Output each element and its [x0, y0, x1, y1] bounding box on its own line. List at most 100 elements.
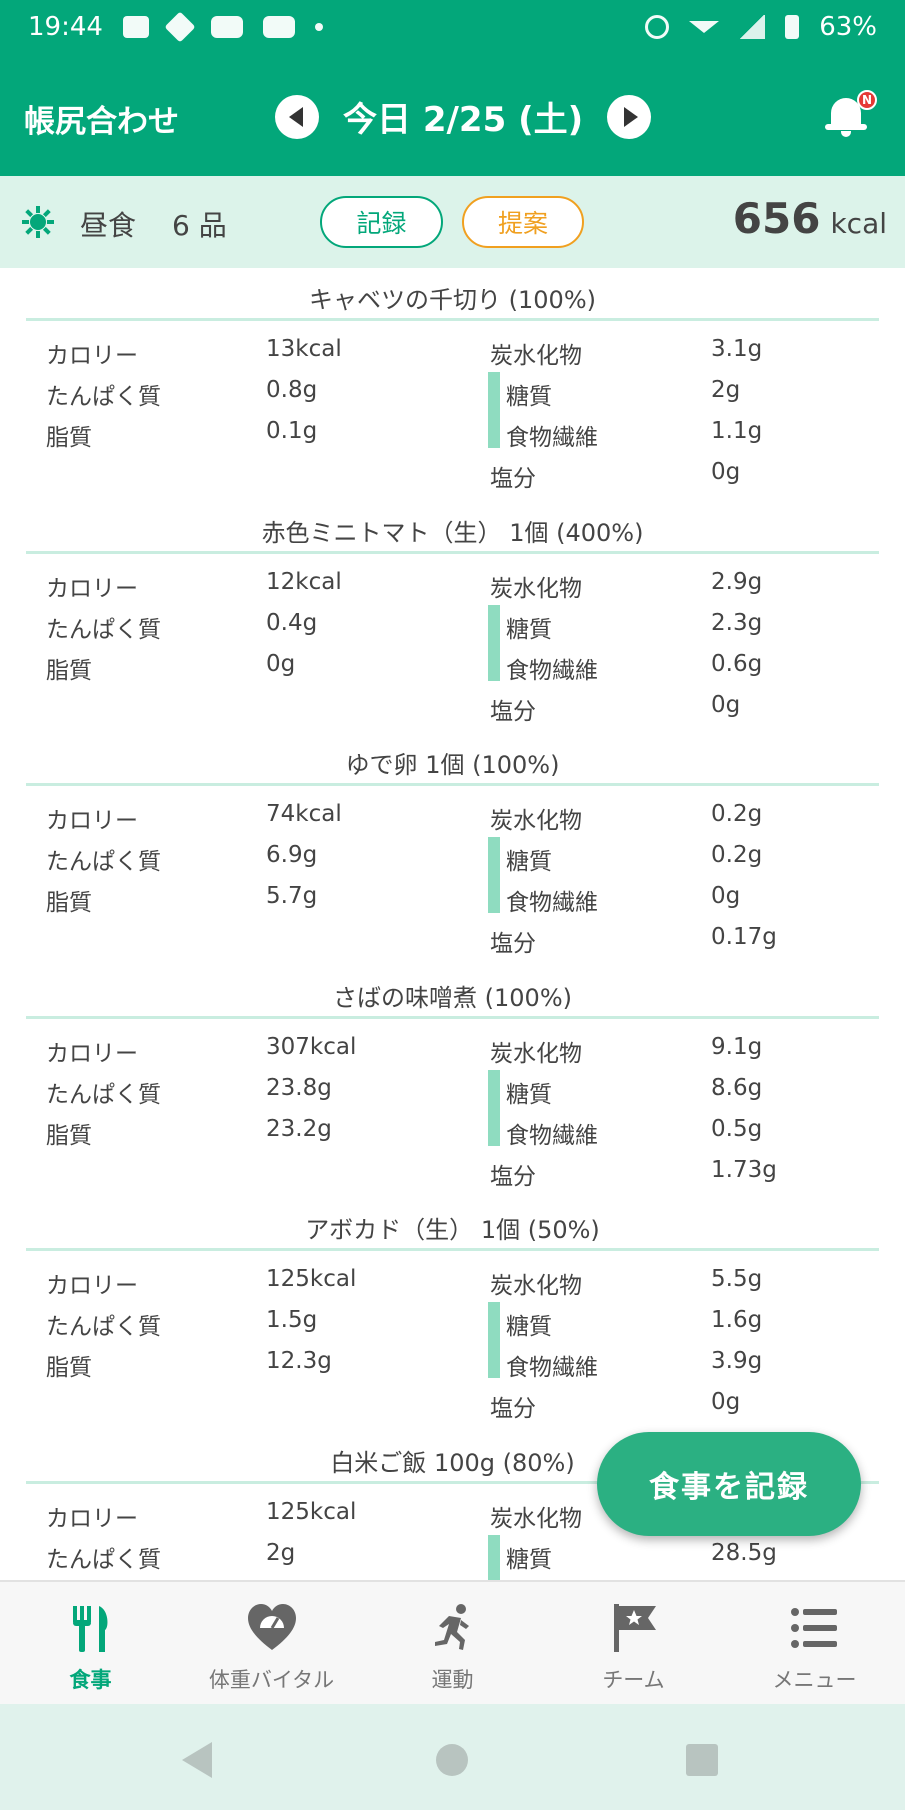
nutrient-value-protein: 2g: [266, 1539, 296, 1566]
nutrient-label-fiber: 食物繊維: [506, 1122, 598, 1149]
back-icon[interactable]: [182, 1742, 212, 1778]
notification-bell-button[interactable]: N: [819, 90, 877, 140]
nutrient-value-salt: 0.17g: [711, 924, 777, 950]
nav-label: 運動: [431, 1668, 474, 1692]
nutrient-label-salt: 塩分: [490, 698, 536, 725]
food-name: アボカド（生） 1個 (50%): [305, 1216, 600, 1244]
nutrient-value-carbs: 9.1g: [711, 1033, 763, 1060]
meal-item-count: 6 品: [172, 209, 227, 242]
chevron-left-icon: [288, 106, 303, 127]
carb-breakdown-bar: [488, 1069, 500, 1146]
nutrient-label-salt: 塩分: [490, 1163, 536, 1190]
gallery-icon: [122, 16, 149, 38]
nav-label: 食事: [69, 1668, 112, 1692]
meal-header: 昼食 6 品 記録 提案 656 kcal: [0, 176, 905, 268]
nutrient-value-sugar: 0.2g: [711, 842, 763, 868]
nutrient-label-calorie: カロリー: [46, 343, 138, 369]
food-divider: [26, 1015, 879, 1019]
food-divider: [26, 550, 879, 554]
nutrient-value-sugar: 8.6g: [711, 1074, 763, 1101]
nutrient-value-salt: 1.73g: [711, 1156, 777, 1183]
chevron-right-icon: [623, 106, 638, 127]
system-navigation-bar: [0, 1704, 905, 1810]
runner-icon: [434, 1604, 469, 1650]
nutrient-value-carbs: 5.5g: [711, 1266, 763, 1292]
home-icon[interactable]: [436, 1744, 468, 1776]
meal-name: 昼食: [80, 209, 137, 242]
carb-breakdown-bar: [488, 604, 500, 681]
nutrient-label-fiber: 食物繊維: [506, 890, 598, 916]
food-item[interactable]: アボカド（生） 1個 (50%) カロリー 125kcal たんぱく質 1.5g 脂質 12…: [0, 1198, 905, 1431]
food-item[interactable]: さばの味噌煮 (100%) カロリー 307kcal たんぱく質 23.8g 脂質 23.2…: [0, 966, 905, 1199]
carb-breakdown-bar: [488, 1302, 500, 1378]
total-kcal-unit: kcal: [830, 207, 887, 240]
status-time: 19:44: [28, 12, 103, 42]
nutrient-label-fat: 脂質: [46, 890, 92, 916]
nutrient-label-calorie: カロリー: [46, 1505, 138, 1532]
nav-label: メニュー: [772, 1668, 857, 1692]
food-item[interactable]: キャベツの千切り (100%) カロリー 13kcal たんぱく質 0.8g 脂質 0.1g…: [0, 268, 905, 501]
nav-tab-meal[interactable]: 食事: [0, 1582, 181, 1704]
nutrient-value-calorie: 125kcal: [266, 1498, 357, 1525]
nav-tab-exercise[interactable]: 運動: [362, 1582, 543, 1704]
current-date: 今日 2/25 (土): [343, 100, 584, 140]
nutrient-label-fat: 脂質: [46, 1122, 92, 1149]
food-item[interactable]: 白米ご飯 100g (80%)カロリー125kcalたんぱく質2g脂質炭水化物糖…: [0, 1431, 905, 1580]
alarm-icon: [645, 15, 670, 39]
sun-icon: [22, 206, 54, 238]
status-bar: 19:44 63%: [0, 0, 905, 54]
carb-breakdown-bar: [488, 837, 500, 913]
nav-label: チーム: [602, 1668, 665, 1692]
nutrient-value-fiber: 3.9g: [711, 1348, 763, 1374]
nav-label: 体重バイタル: [208, 1668, 335, 1692]
nutrient-label-salt: 塩分: [490, 931, 536, 957]
nutrient-label-carbs: 炭水化物: [490, 343, 582, 369]
food-item[interactable]: 赤色ミニトマト（生） 1個 (400%) カロリー 12kcal たんぱく質 0.4g 脂…: [0, 501, 905, 734]
nav-tab-team[interactable]: チーム: [543, 1582, 724, 1704]
record-meal-button[interactable]: 食事を記録: [597, 1432, 861, 1536]
app-title: 帳尻合わせ: [24, 104, 179, 140]
nav-tab-menu[interactable]: メニュー: [724, 1582, 905, 1704]
nav-tab-weight-vitals[interactable]: 体重バイタル: [181, 1582, 362, 1704]
nutrient-value-fat: 23.2g: [266, 1115, 332, 1142]
next-day-button[interactable]: [607, 94, 652, 139]
battery-icon: [785, 15, 800, 39]
carb-breakdown-bar: [488, 1534, 500, 1580]
nutrient-value-fat: 12.3g: [266, 1348, 332, 1374]
nutrient-value-sugar: 28.5g: [711, 1539, 777, 1566]
food-divider: [26, 318, 879, 321]
food-name: 白米ご飯 100g (80%): [330, 1448, 575, 1477]
nutrient-value-sugar: 2g: [711, 377, 741, 403]
food-divider: [26, 1480, 879, 1484]
nutrient-label-protein: たんぱく質: [46, 616, 161, 643]
nutrient-label-carbs: 炭水化物: [490, 1505, 582, 1532]
food-divider: [26, 783, 879, 786]
bell-icon: [831, 98, 861, 128]
nutrient-label-sugar: 糖質: [506, 384, 552, 410]
nutrient-label-fiber: 食物繊維: [506, 657, 598, 684]
nutrient-label-carbs: 炭水化物: [490, 1273, 582, 1299]
nutrient-label-fiber: 食物繊維: [506, 425, 598, 451]
nutrient-value-fiber: 1.1g: [711, 418, 763, 444]
nutrient-label-sugar: 糖質: [506, 1546, 552, 1573]
record-button[interactable]: 記録: [320, 196, 443, 248]
suggest-button[interactable]: 提案: [462, 196, 584, 248]
food-item[interactable]: ゆで卵 1個 (100%) カロリー 74kcal たんぱく質 6.9g 脂質 5.7g 炭水…: [0, 733, 905, 966]
nutrient-value-protein: 0.8g: [266, 377, 318, 403]
nutrient-label-sugar: 糖質: [506, 616, 552, 643]
nutrient-label-salt: 塩分: [490, 466, 536, 492]
nutrient-value-fat: 5.7g: [266, 883, 318, 909]
nutrient-label-sugar: 糖質: [506, 1081, 552, 1108]
previous-day-button[interactable]: [275, 94, 319, 139]
bottom-navigation: 食事 体重バイタル 運動 チーム メニュー: [0, 1580, 905, 1704]
food-list: キャベツの千切り (100%) カロリー 13kcal たんぱく質 0.8g 脂質 0.1g…: [0, 268, 905, 1580]
fork-knife-icon: [72, 1606, 107, 1652]
nutrient-label-protein: たんぱく質: [46, 384, 161, 410]
nutrient-label-sugar: 糖質: [506, 849, 552, 875]
nutrient-label-carbs: 炭水化物: [490, 575, 582, 602]
nutrient-value-fiber: 0.5g: [711, 1115, 763, 1142]
recent-apps-icon[interactable]: [686, 1744, 718, 1776]
nutrient-value-protein: 23.8g: [266, 1074, 332, 1101]
nutrient-label-calorie: カロリー: [46, 1040, 138, 1067]
battery-level: 63%: [819, 12, 877, 42]
